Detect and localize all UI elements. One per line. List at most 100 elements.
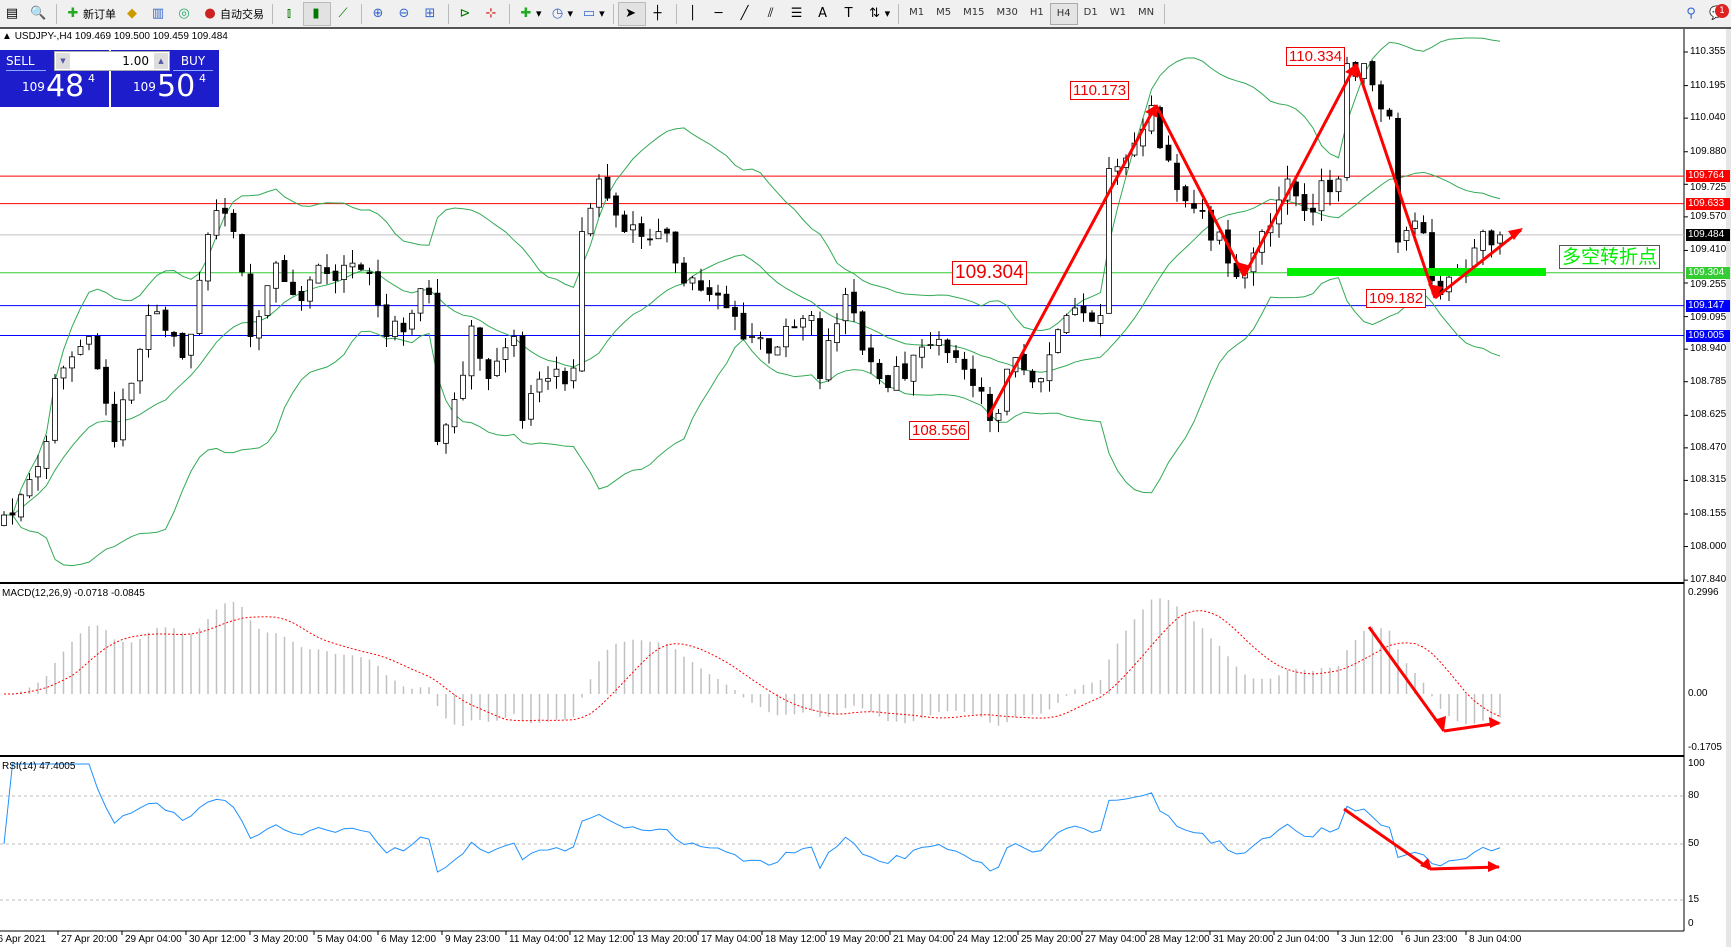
templates-button[interactable]: ▭ ▾ (582, 5, 605, 21)
market-watch-button[interactable]: 🔍 (26, 3, 52, 25)
text-label-button[interactable]: T (837, 3, 863, 25)
time-axis-label: 21 May 04:00 (893, 934, 954, 945)
chart-shift-button[interactable]: ⊹ (479, 3, 505, 25)
candle-bear (1199, 210, 1206, 212)
timeframe-h1[interactable]: H1 (1029, 6, 1044, 18)
decrease-lot-button[interactable]: ▼ (56, 53, 70, 69)
candle-bear (1327, 179, 1333, 193)
time-axis-label: 3 Jun 12:00 (1341, 934, 1394, 945)
candle-bear (970, 368, 976, 386)
candle-bear (885, 375, 891, 388)
arrowhead-icon (1420, 858, 1432, 870)
price-axis-label: 109.095 (1690, 311, 1727, 323)
annotation-neckline: 109.304 (952, 261, 1027, 285)
horizontal-line-button[interactable]: ─ (707, 3, 733, 25)
arrows-button[interactable]: ⇅ ▾ (863, 3, 895, 25)
candle-bear (1310, 207, 1316, 213)
bollinger-upper (4, 37, 1501, 516)
candle-bear (1293, 181, 1299, 197)
periods-button[interactable]: ◷ ▾ (546, 3, 578, 25)
symbol-ohlc: USDJPY-,H4 109.469 109.500 109.459 109.4… (14, 31, 228, 42)
equidistant-channel-button[interactable]: ⫽ (759, 3, 785, 25)
separator (612, 3, 614, 24)
arrowhead-icon (1489, 717, 1501, 728)
one-click-trading-panel: SELL 109 48 4 BUY 109 50 4 ▼ 1.00 ▲ (0, 50, 219, 107)
timeframe-h4[interactable]: H4 (1049, 2, 1078, 25)
zoom-out-icon: ⊖ (398, 5, 410, 21)
timeframe-m1[interactable]: M1 (909, 6, 925, 18)
arrow-down-1 (1154, 104, 1246, 277)
timeframe-m5[interactable]: M5 (936, 6, 952, 18)
increase-lot-button[interactable]: ▲ (154, 53, 168, 69)
timeframe-m30[interactable]: M30 (996, 6, 1018, 18)
candle-bear (1301, 194, 1308, 211)
candle-bear (1208, 209, 1214, 241)
templates-icon: ▭ (582, 5, 596, 21)
text-button[interactable]: A (811, 3, 837, 25)
candle-bull (120, 399, 126, 441)
candle-bull (494, 360, 500, 376)
time-axis-label: 8 Jun 04:00 (1469, 934, 1522, 945)
macd-arrow-flat (1443, 721, 1500, 733)
lot-size-value[interactable]: 1.00 (122, 54, 149, 68)
candle-bear (1369, 61, 1376, 86)
price-axis-label: 108.940 (1690, 343, 1727, 355)
candle-bear (706, 287, 713, 295)
candle-bear (179, 332, 186, 358)
signals-button[interactable]: ◎ (172, 3, 198, 25)
line-chart-button[interactable]: ⟋ (331, 3, 357, 25)
navigator-button[interactable]: ▥ (146, 3, 172, 25)
search-button[interactable]: ⚲ (1679, 3, 1705, 25)
candle-bull (1106, 168, 1112, 314)
candle-bull (1267, 225, 1274, 234)
new-order-button[interactable]: ✚ 新订单 (61, 3, 120, 25)
price-axis-label: 109.725 (1690, 182, 1727, 194)
candle-bull (409, 312, 415, 330)
candle-bear (723, 293, 730, 309)
scrollbar[interactable] (1726, 29, 1731, 947)
cursor-button[interactable]: ➤ (617, 1, 646, 26)
candle-bull (26, 479, 33, 497)
price-axis-label: 109.410 (1690, 244, 1727, 256)
auto-trading-button[interactable]: ● 自动交易 (198, 3, 268, 25)
candle-bear (961, 358, 968, 370)
candlestick-button[interactable]: ▮ (303, 1, 331, 26)
candle-bull (77, 346, 84, 355)
candle-bear (1437, 280, 1444, 295)
buy-price-fraction: 4 (199, 72, 206, 85)
indicators-button[interactable]: ✚ ▾ (514, 3, 546, 25)
candle-bull (1072, 307, 1078, 316)
arrowheads (1145, 64, 1523, 872)
timeframe-mn[interactable]: MN (1137, 6, 1155, 18)
profiles-button[interactable]: ▤ (0, 3, 26, 25)
metaeditor-button[interactable]: ◆ (120, 3, 146, 25)
candle-bull (137, 348, 143, 382)
zoom-out-button[interactable]: ⊖ (392, 3, 418, 25)
candle-bear (672, 231, 679, 264)
candle-bull (205, 234, 211, 282)
candle-bull (1123, 157, 1129, 168)
candle-bull (468, 325, 475, 377)
bar-chart-button[interactable]: ⫾ (277, 3, 303, 25)
candle-bull (1131, 142, 1138, 156)
timeframe-m15[interactable]: M15 (963, 6, 985, 18)
price-line-label: 109.484 (1686, 228, 1730, 241)
time-axis-label: 6 Jun 23:00 (1405, 934, 1458, 945)
lot-size-stepper[interactable]: ▼ 1.00 ▲ (54, 51, 170, 71)
timeframe-w1[interactable]: W1 (1109, 6, 1126, 18)
crosshair-button[interactable]: ┼ (646, 3, 672, 25)
notifications-button[interactable]: 💬 1 (1705, 3, 1731, 25)
timeframe-d1[interactable]: D1 (1083, 6, 1098, 18)
sell-price-prefix: 109 (22, 80, 45, 94)
candle-bull (579, 231, 585, 372)
zoom-in-button[interactable]: ⊕ (366, 3, 392, 25)
tile-windows-button[interactable]: ⊞ (418, 3, 444, 25)
price-axis-label: 108.785 (1690, 375, 1727, 387)
fibonacci-button[interactable]: ☰ (785, 3, 811, 25)
candle-bull (1361, 63, 1367, 79)
trendline-button[interactable]: ╱ (733, 3, 759, 25)
candle-bear (1080, 305, 1087, 314)
autoscroll-button[interactable]: ⊳ (453, 3, 479, 25)
candle-bear (111, 403, 118, 442)
vertical-line-button[interactable]: │ (681, 3, 707, 25)
